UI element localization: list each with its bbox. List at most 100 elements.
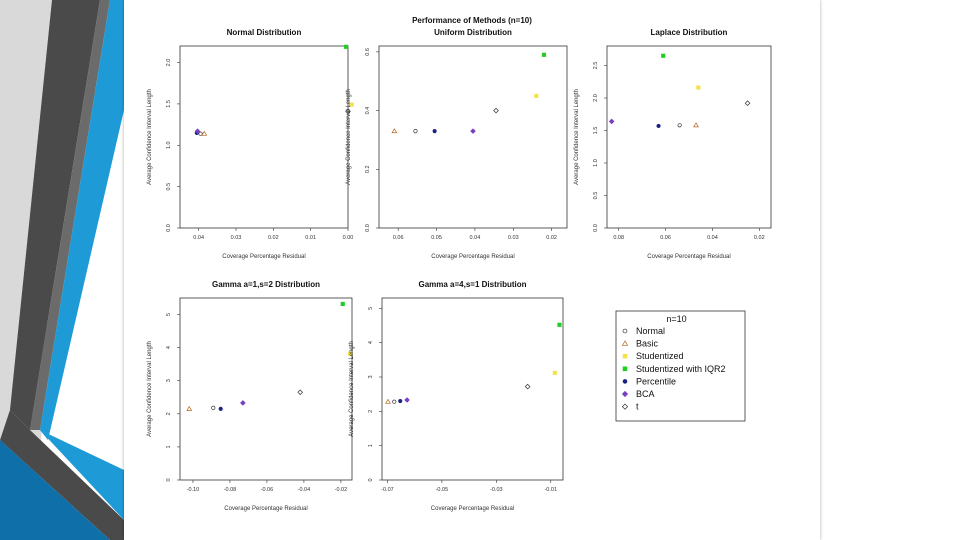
figure-svg: Performance of Methods (n=10) Normal Dis…: [147, 16, 772, 512]
chart-4-xtick-label: -0.04: [298, 487, 311, 493]
chart-1-ytick-label: 2.0: [166, 59, 172, 67]
chart-4-ytick-label: 2: [166, 412, 172, 415]
chart-5-ytick-label: 2: [368, 410, 374, 413]
chart-5-ytick-label: 5: [368, 307, 374, 310]
legend-box: [615, 310, 746, 422]
chart-3-point-studentized-with-iqr2: [661, 53, 666, 58]
chart-1-ytick-label: 1.0: [166, 141, 172, 149]
chart-2-point-basic: [391, 128, 398, 134]
chart-1-point-basic: [201, 130, 208, 136]
chart-1-xtick-label: 0.03: [231, 235, 242, 241]
chart-4-xtick-label: -0.02: [335, 487, 348, 493]
bg-blue-strip: [40, 0, 124, 440]
chart-2-xtick-label: 0.05: [431, 235, 442, 241]
bg-blue-lower: [0, 440, 110, 540]
chart-1-xtick-label: 0.01: [305, 235, 316, 241]
chart-4-ytick-label: 4: [166, 346, 172, 349]
chart-5-xtick-label: -0.07: [381, 487, 394, 493]
chart-2-xlabel: Coverage Percentage Residual: [431, 254, 514, 260]
chart-4-point-t: [297, 389, 304, 396]
legend-marker-bca: [621, 390, 629, 398]
chart-2-xtick-label: 0.04: [470, 235, 481, 241]
legend-title: n=10: [666, 314, 686, 324]
chart-3-plot-frame: [606, 45, 772, 229]
chart-1-xtick-label: 0.02: [268, 235, 279, 241]
chart-4-point-bca: [240, 400, 246, 406]
chart-4-xtick-label: -0.06: [261, 487, 274, 493]
chart-4-plot-frame: [179, 297, 353, 481]
chart-5-title: Gamma a=4,s=1 Distribution: [418, 280, 526, 289]
chart-2-xtick-label: 0.02: [546, 235, 557, 241]
chart-3-ytick-label: 1.5: [593, 127, 599, 135]
chart-5-point-normal: [392, 399, 397, 404]
legend-marker-normal: [622, 328, 628, 334]
chart-3-xtick-label: 0.06: [660, 235, 671, 241]
chart-4-point-studentized: [348, 351, 353, 356]
chart-2-point-studentized: [534, 93, 539, 98]
figure-title: Performance of Methods (n=10): [412, 16, 532, 25]
legend-label-studentized-with-iqr2: Studentized with IQR2: [636, 364, 726, 374]
chart-3-point-percentile: [656, 123, 661, 129]
chart-3-point-normal: [677, 123, 682, 128]
chart-5-point-percentile: [398, 398, 403, 404]
chart-2-point-bca: [470, 128, 476, 134]
chart-2-title: Uniform Distribution: [434, 28, 512, 37]
chart-2-point-t: [493, 107, 499, 114]
chart-4-ylabel: Average Confidence Interval Length: [147, 341, 153, 437]
chart-1-point-bca: [194, 128, 201, 135]
chart-4-point-percentile: [218, 406, 223, 411]
chart-5-ytick-label: 3: [368, 375, 374, 378]
chart-1: Normal Distribution Coverage Percentage R…: [147, 28, 354, 260]
chart-2-xtick-label: 0.03: [508, 235, 519, 241]
chart-1-ytick-label: 0.0: [166, 224, 172, 232]
chart-5-xlabel: Coverage Percentage Residual: [431, 506, 514, 512]
chart-2-plot-frame: [378, 45, 568, 229]
chart-3-ytick-label: 0.0: [593, 224, 599, 232]
chart-5-xtick-label: -0.05: [436, 487, 449, 493]
chart-1-xtick-label: 0.04: [193, 235, 204, 241]
chart-1-ytick-label: 0.5: [166, 183, 172, 191]
chart-3-ytick-label: 0.5: [593, 192, 599, 200]
chart-3-ytick-label: 2.5: [593, 62, 599, 70]
chart-2-point-normal: [413, 129, 418, 134]
chart-1-ylabel: Average Confidence Interval Length: [147, 89, 153, 185]
chart-3-ylabel: Average Confidence Interval Length: [574, 89, 580, 185]
chart-1-ytick-label: 1.5: [166, 100, 172, 108]
chart-5-plot-frame: [381, 297, 564, 481]
chart-3-xlabel: Coverage Percentage Residual: [647, 254, 730, 260]
chart-4: Gamma a=1,s=2 Distribution Coverage Perce…: [147, 280, 353, 512]
chart-1-xlabel: Coverage Percentage Residual: [222, 254, 305, 260]
chart-2-point-studentized-with-iqr2: [541, 52, 547, 57]
chart-4-point-normal: [211, 405, 216, 410]
chart-4-ytick-label: 5: [166, 313, 172, 316]
chart-4-ytick-label: 0: [166, 478, 172, 481]
chart-2-point-percentile: [432, 129, 437, 134]
chart-4-point-studentized-with-iqr2: [340, 301, 345, 307]
chart-3-ytick-label: 1.0: [593, 159, 599, 167]
chart-5-point-basic: [385, 398, 391, 404]
chart-1-plot-frame: [179, 45, 349, 229]
chart-5-ylabel: Average Confidence Interval Length: [349, 341, 355, 437]
chart-2-ytick-label: 0.0: [365, 224, 371, 232]
chart-5-ytick-label: 0: [368, 478, 374, 481]
chart-2-ytick-label: 0.6: [365, 48, 371, 56]
chart-3-title: Laplace Distribution: [651, 28, 728, 37]
chart-4-title: Gamma a=1,s=2 Distribution: [212, 280, 320, 289]
chart-1-point-studentized-with-iqr2: [344, 44, 349, 49]
legend-label-studentized: Studentized: [636, 351, 684, 361]
chart-5-point-studentized-with-iqr2: [557, 322, 562, 327]
chart-2-ytick-label: 0.2: [365, 165, 371, 173]
chart-3-ytick-label: 2.0: [593, 94, 599, 102]
chart-3-point-bca: [608, 118, 615, 125]
chart-2-xtick-label: 0.06: [393, 235, 404, 241]
chart-5-point-t: [524, 383, 531, 390]
bg-dark-lower: [0, 410, 124, 540]
legend-label-percentile: Percentile: [636, 376, 676, 386]
chart-5-ytick-label: 1: [368, 444, 374, 447]
chart-3-point-basic: [693, 122, 699, 128]
chart-3-xtick-label: 0.02: [754, 235, 765, 241]
chart-1-point-studentized: [349, 102, 354, 107]
chart-3-point-studentized: [696, 85, 701, 90]
legend-marker-basic: [621, 340, 629, 346]
figure-sheet: Performance of Methods (n=10) Normal Dis…: [124, 0, 820, 540]
